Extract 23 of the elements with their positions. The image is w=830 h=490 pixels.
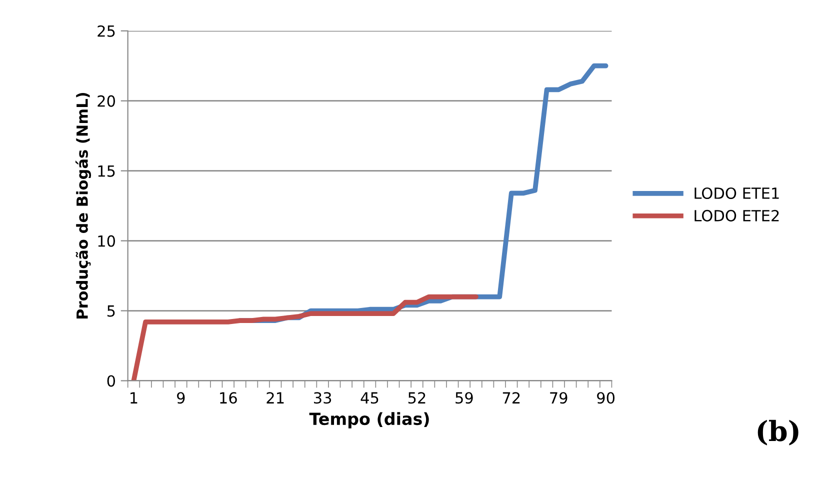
x-tick-label: 9	[177, 392, 185, 404]
line-series	[131, 294, 478, 381]
x-tick-label: 59	[456, 392, 473, 404]
x-tick-label: 45	[360, 392, 378, 404]
x-tick-label: 33	[314, 392, 332, 404]
y-tick-label: 10	[98, 235, 115, 247]
x-tick-label: 21	[266, 392, 284, 404]
x-tick-label: 1	[130, 392, 138, 404]
y-tick-label: 15	[98, 165, 115, 177]
x-tick-label: 72	[502, 392, 520, 404]
y-tick-label: 5	[107, 305, 115, 317]
y-tick-label: 25	[98, 25, 115, 37]
x-tick-label: 90	[597, 392, 615, 404]
legend-label: LODO ETE2	[694, 210, 779, 222]
x-axis-title: Tempo (dias)	[309, 412, 429, 428]
y-axis-title: Produção de Biogás (NmL)	[76, 92, 92, 319]
x-tick-label: 16	[220, 392, 237, 404]
y-tick-label: 0	[107, 375, 115, 387]
x-tick-label: 79	[550, 392, 568, 404]
x-tick-label: 52	[408, 392, 426, 404]
y-tick-label: 20	[98, 95, 115, 107]
text: (b)	[758, 420, 798, 446]
legend-label: LODO ETE1	[694, 187, 779, 200]
